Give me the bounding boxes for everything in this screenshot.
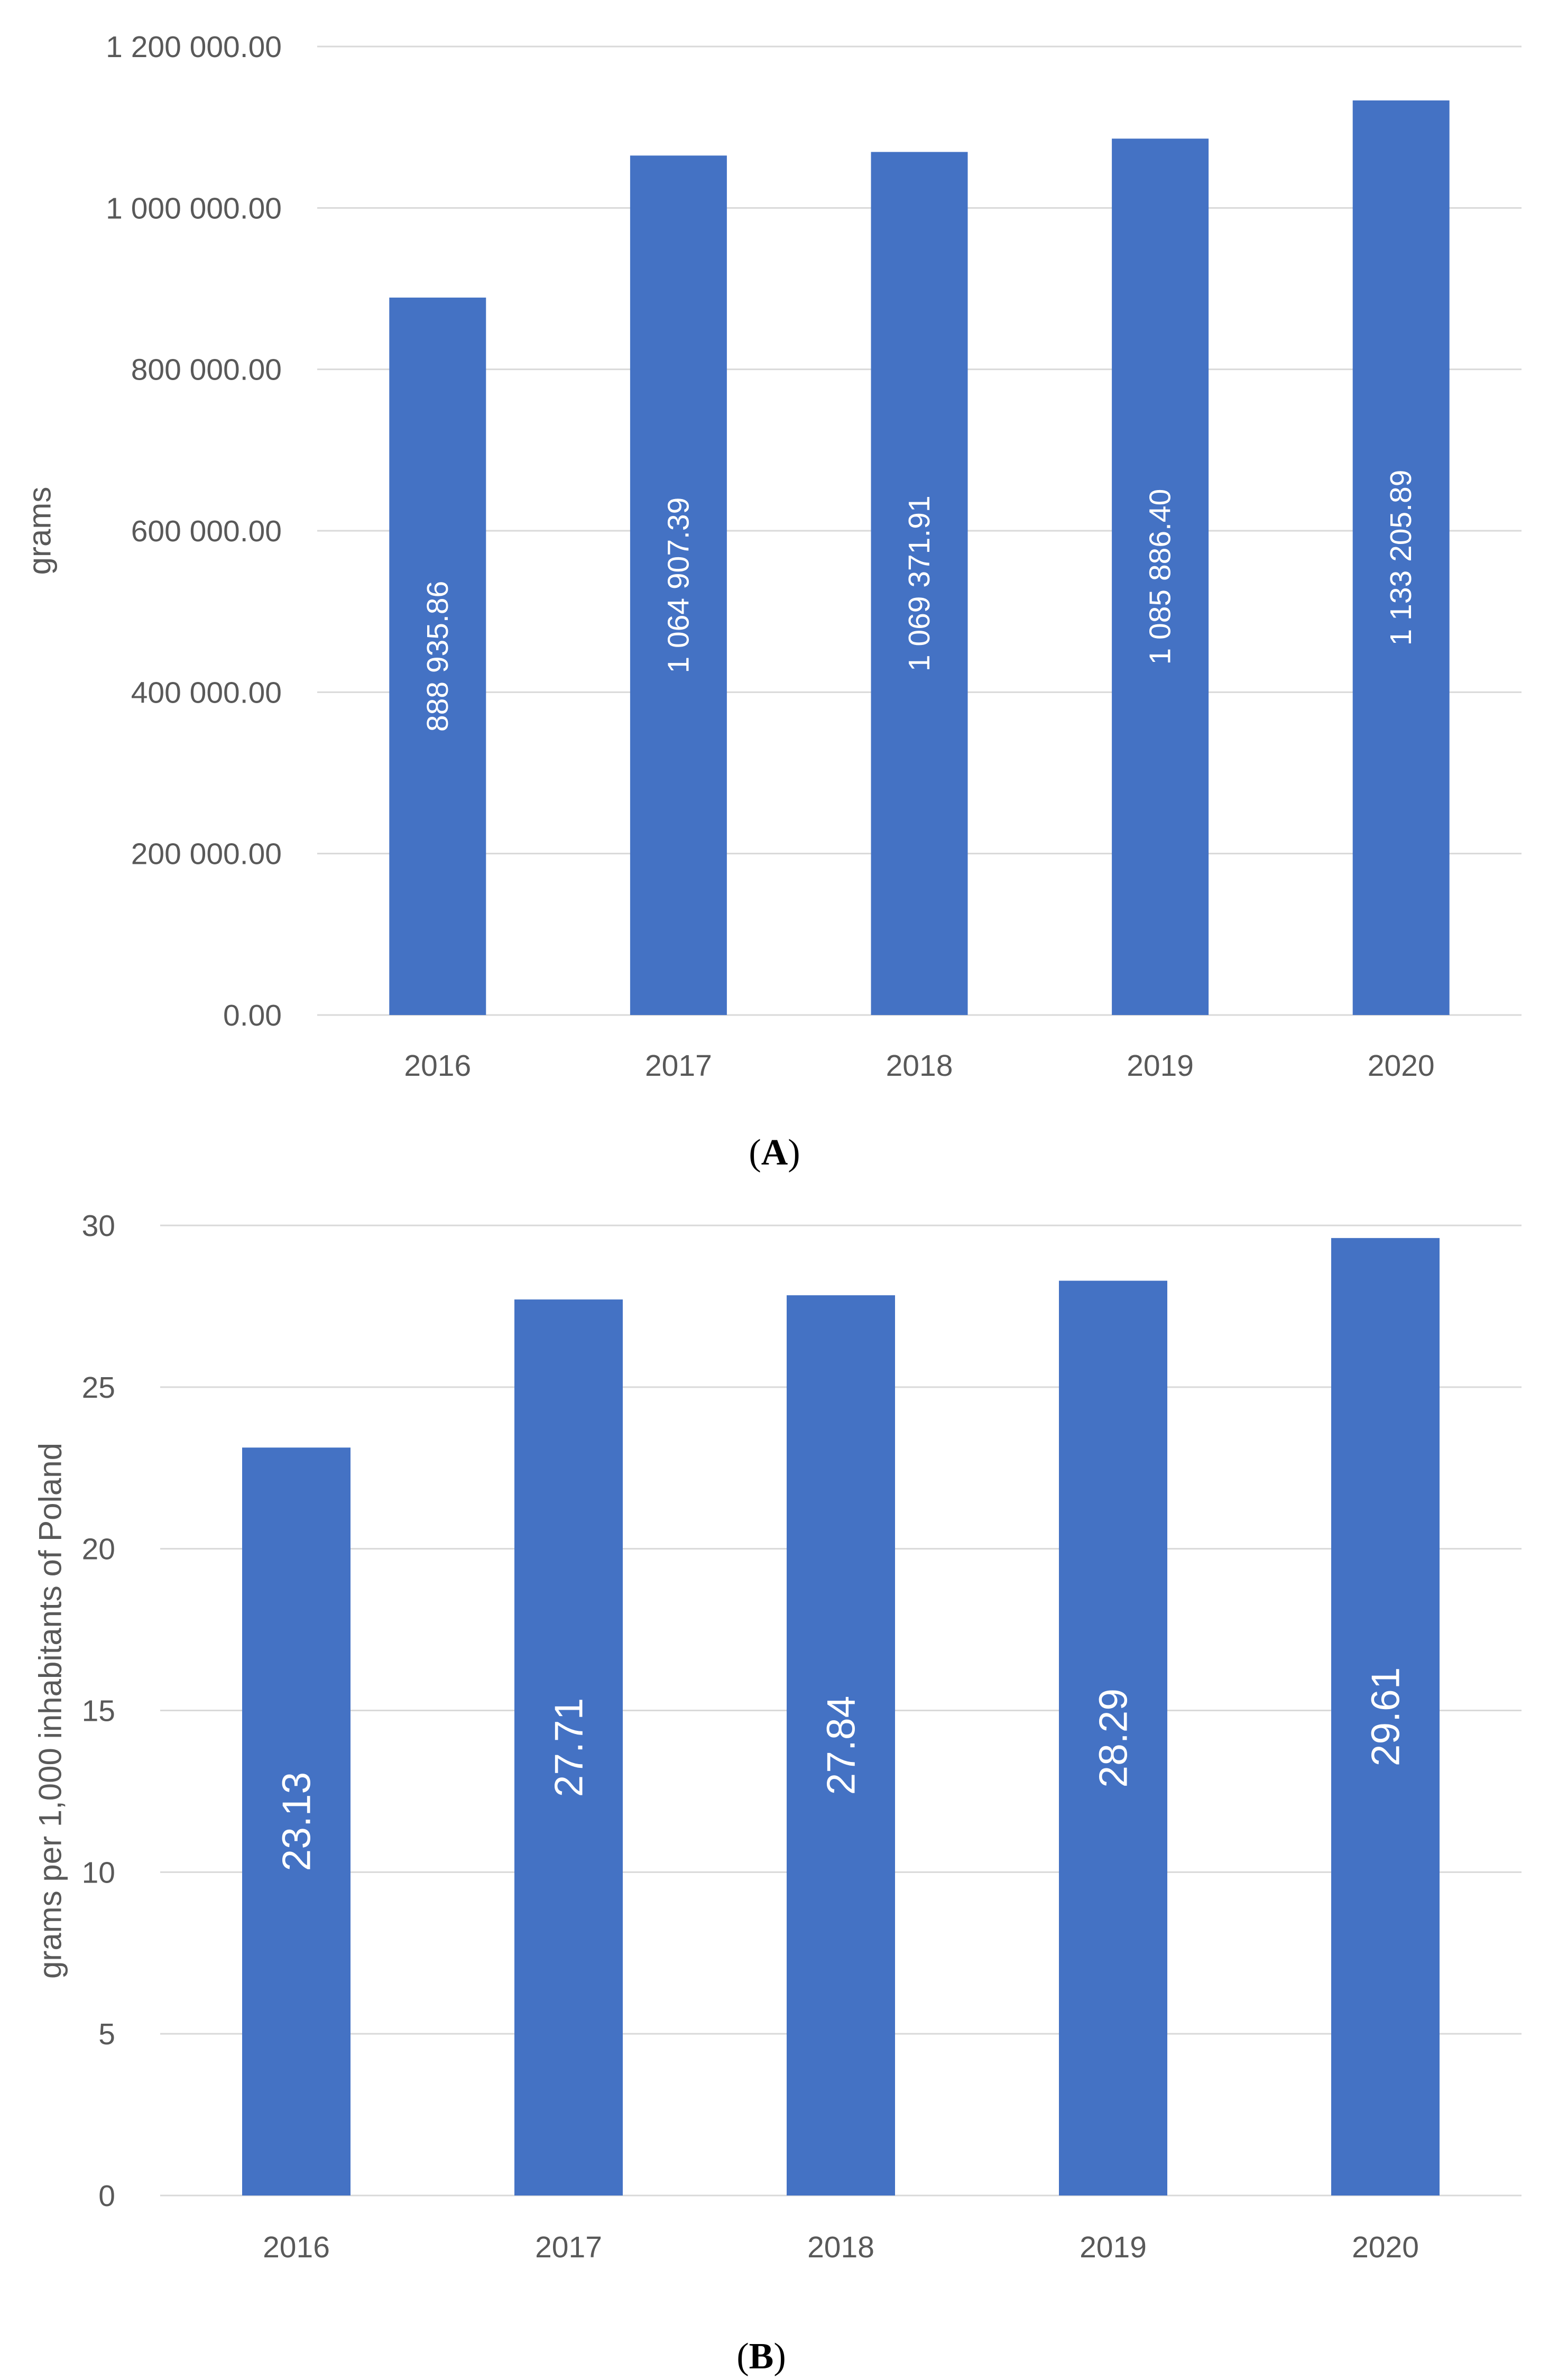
- chart-a-y-tick-label: 1 000 000.00: [106, 191, 282, 225]
- chart-a-bar-2016: [389, 297, 486, 1015]
- chart-b-bar-2017: [514, 1299, 623, 2195]
- chart-b-x-tick-label-2016: 2016: [263, 2230, 330, 2264]
- chart-b-data-label-2020: 29.61: [1363, 1667, 1408, 1767]
- chart-b-bar-2019: [1059, 1280, 1167, 2195]
- chart-b-x-tick-label-2019: 2019: [1080, 2230, 1147, 2264]
- chart-b-bar-2016: [242, 1447, 351, 2195]
- chart-a-y-tick-label: 1 200 000.00: [106, 30, 282, 64]
- chart-b-data-label-2018: 27.84: [819, 1696, 863, 1795]
- chart-b-data-label-2017: 27.71: [547, 1698, 591, 1797]
- chart-a-y-axis-title: grams: [22, 487, 58, 575]
- chart-a-bar-2019: [1112, 139, 1209, 1016]
- chart-b-data-label-2016: 23.13: [274, 1772, 319, 1871]
- chart-b-caption: (B): [736, 2336, 786, 2377]
- chart-b-y-tick-label: 30: [82, 1209, 115, 1243]
- chart-a-data-label-2016: 888 935.86: [421, 581, 455, 732]
- chart-a-data-label-2017: 1 064 907.39: [661, 497, 695, 674]
- chart-a-bar-2017: [630, 155, 727, 1015]
- chart-a-y-tick-label: 600 000.00: [131, 514, 282, 548]
- chart-b-y-tick-label: 10: [82, 1856, 115, 1889]
- chart-a-x-tick-label-2019: 2019: [1127, 1049, 1194, 1083]
- chart-b-x-tick-label-2017: 2017: [535, 2230, 602, 2264]
- chart-b-data-label-2019: 28.29: [1091, 1689, 1136, 1788]
- chart-a: 0.00 200 000.00 400 000.00 600 000.00 800 00…: [22, 30, 1522, 1083]
- chart-a-x-tick-label-2016: 2016: [404, 1049, 471, 1083]
- chart-a-x-tick-label-2020: 2020: [1368, 1049, 1435, 1083]
- chart-a-data-label-2019: 1 085 886.40: [1144, 489, 1177, 665]
- chart-a-bar-2018: [871, 152, 968, 1015]
- chart-a-x-tick-label-2018: 2018: [886, 1049, 953, 1083]
- chart-b-y-tick-label: 0: [98, 2179, 115, 2213]
- chart-a-y-tick-label: 200 000.00: [131, 837, 282, 871]
- chart-b-y-tick-label: 5: [98, 2017, 115, 2051]
- chart-a-data-label-2018: 1 069 371.91: [902, 495, 936, 671]
- chart-a-data-label-2020: 1 133 205.89: [1384, 470, 1418, 646]
- chart-b-x-tick-label-2018: 2018: [807, 2230, 874, 2264]
- chart-b-y-tick-label: 25: [82, 1371, 115, 1405]
- chart-a-y-tick-label: 800 000.00: [131, 353, 282, 387]
- chart-a-y-tick-label: 400 000.00: [131, 676, 282, 709]
- chart-b: 0 5 10 15 20 25 30 23.13 2016 27.71 2017 27.84 2018 2…: [33, 1209, 1522, 2264]
- chart-b-y-tick-label: 15: [82, 1694, 115, 1728]
- chart-b-bar-2020: [1331, 1238, 1440, 2195]
- chart-a-y-tick-label: 0.00: [223, 999, 282, 1032]
- chart-a-caption: (A): [749, 1132, 800, 1173]
- chart-b-y-tick-label: 20: [82, 1533, 115, 1566]
- chart-a-bar-2020: [1352, 100, 1450, 1016]
- chart-b-y-axis-title: grams per 1,000 inhabitants of Poland: [33, 1443, 68, 1979]
- chart-b-x-tick-label-2020: 2020: [1352, 2230, 1419, 2264]
- chart-a-x-tick-label-2017: 2017: [645, 1049, 712, 1083]
- chart-b-bar-2018: [787, 1295, 895, 2195]
